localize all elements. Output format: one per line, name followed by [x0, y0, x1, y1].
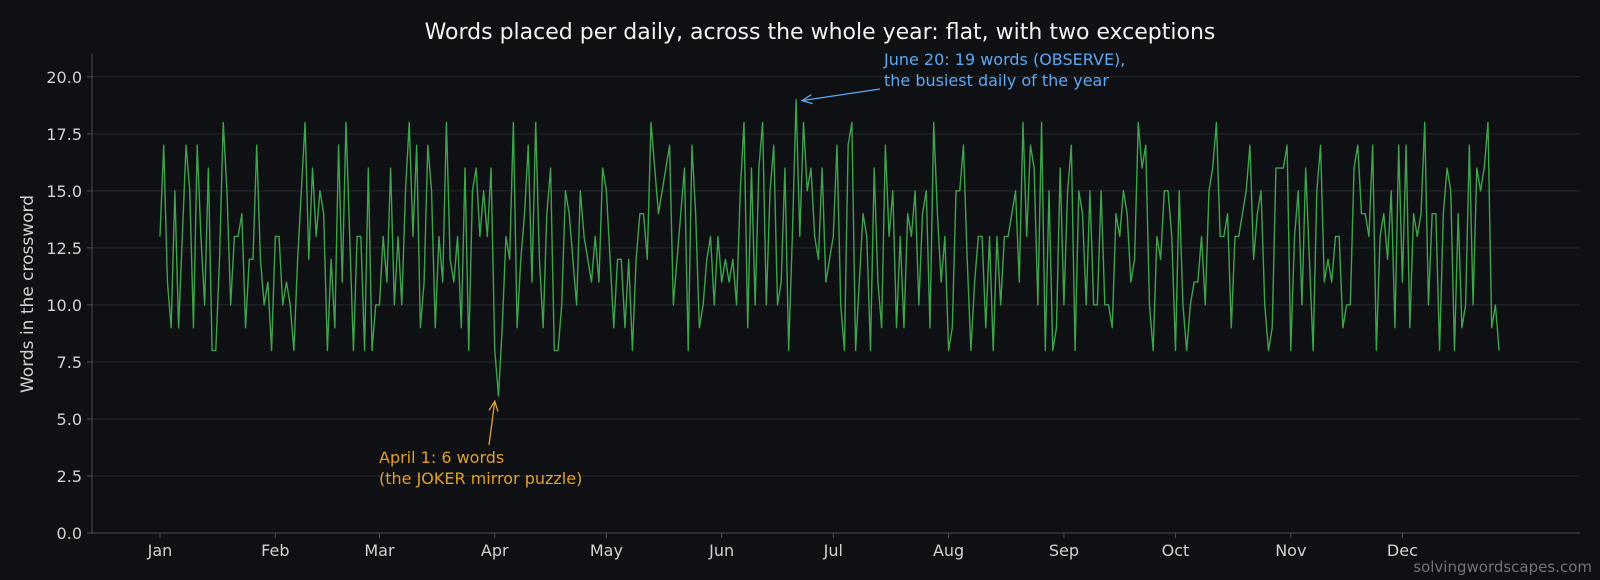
- y-tick-label: 12.5: [46, 239, 82, 258]
- y-axis-label: Words in the crossword: [18, 195, 38, 393]
- y-tick-label: 2.5: [57, 467, 82, 486]
- x-tick-label: May: [590, 541, 623, 560]
- y-tick-label: 5.0: [57, 410, 82, 429]
- annotation-arrowhead: [488, 399, 499, 412]
- annotation-text: the busiest daily of the year: [884, 71, 1109, 90]
- x-tick-label: Feb: [261, 541, 289, 560]
- x-tick-label: Oct: [1162, 541, 1190, 560]
- x-tick-label: Sep: [1049, 541, 1079, 560]
- watermark-text: solvingwordscapes.com: [1413, 558, 1592, 576]
- annotation-peak: June 20: 19 words (OBSERVE), the busiest …: [800, 50, 1125, 105]
- y-tick-labels: 0.0 2.5 5.0 7.5 10.0 12.5 15.0 17.5 20.0: [46, 68, 92, 543]
- x-tick-label: Mar: [364, 541, 395, 560]
- y-tick-label: 10.0: [46, 296, 82, 315]
- x-tick-label: Dec: [1387, 541, 1418, 560]
- y-tick-label: 0.0: [57, 524, 82, 543]
- x-tick-label: Jun: [708, 541, 734, 560]
- y-tick-label: 20.0: [46, 68, 82, 87]
- annotation-low: April 1: 6 words (the JOKER mirror puzzle…: [379, 399, 582, 488]
- y-tick-label: 15.0: [46, 182, 82, 201]
- annotation-arrow: [488, 401, 496, 446]
- annotation-text: (the JOKER mirror puzzle): [379, 469, 582, 488]
- x-tick-label: Jul: [823, 541, 843, 560]
- annotations: June 20: 19 words (OBSERVE), the busiest …: [379, 50, 1125, 488]
- x-tick-labels: Jan Feb Mar Apr May Jun Jul Aug Sep Oct Nov Dec: [147, 533, 1418, 560]
- x-tick-label: Apr: [481, 541, 509, 560]
- series-line-words-per-day: [159, 98, 1500, 397]
- annotation-text: June 20: 19 words (OBSERVE),: [883, 50, 1125, 69]
- annotation-text: April 1: 6 words: [379, 448, 504, 467]
- chart-title: Words placed per daily, across the whole…: [425, 20, 1216, 45]
- x-tick-label: Jan: [147, 541, 173, 560]
- annotation-arrowhead: [800, 94, 813, 105]
- x-tick-label: Aug: [933, 541, 964, 560]
- y-tick-label: 17.5: [46, 125, 82, 144]
- x-tick-label: Nov: [1275, 541, 1306, 560]
- annotation-arrow: [801, 88, 881, 102]
- y-tick-label: 7.5: [57, 353, 82, 372]
